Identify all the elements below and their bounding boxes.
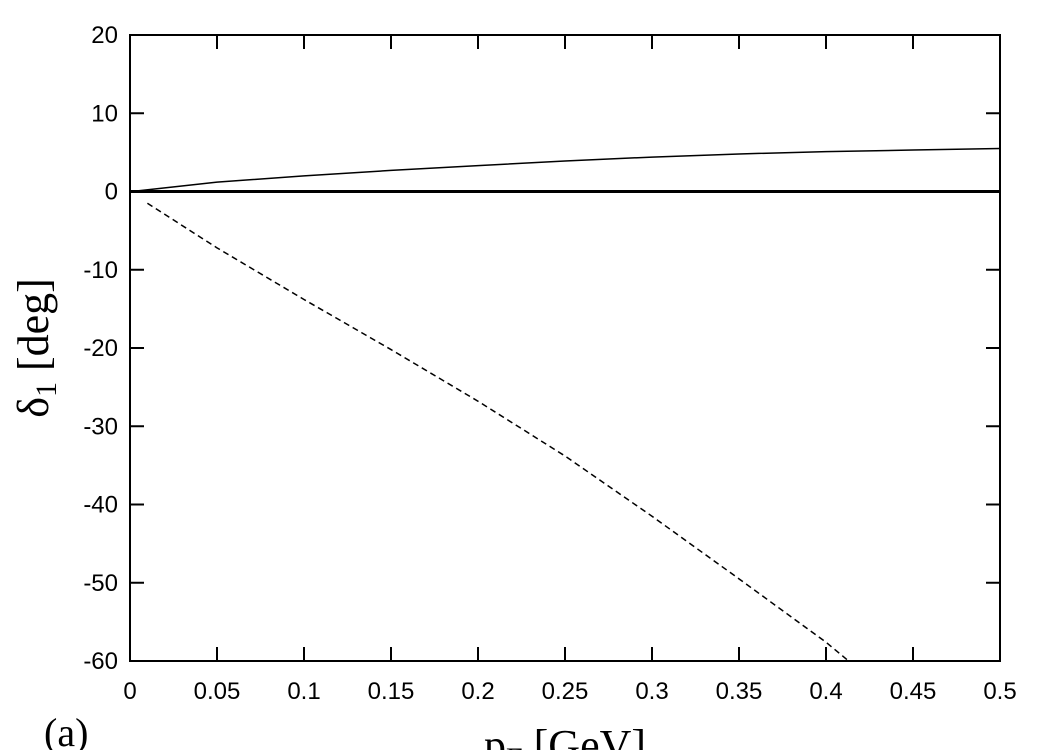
x-tick-label: 0.5 [983, 678, 1016, 705]
y-tick-label: -20 [83, 335, 118, 362]
panel-label: (a) [44, 710, 88, 750]
x-label-unit: [GeV] [523, 721, 646, 750]
x-tick-label: 0.4 [809, 678, 842, 705]
y-tick-label: 10 [91, 100, 118, 127]
y-tick-label: -60 [83, 648, 118, 675]
plot-frame [129, 34, 1001, 662]
x-tick-label: 0.2 [461, 678, 494, 705]
x-axis-label: pF [GeV] [484, 721, 646, 750]
y-label-symbol: δ [9, 397, 58, 418]
y-tick-label: -30 [83, 413, 118, 440]
y-label-unit: [deg] [9, 278, 58, 382]
x-tick-label: 0.1 [287, 678, 320, 705]
x-tick-label: 0.25 [542, 678, 589, 705]
x-tick-label: 0.15 [368, 678, 415, 705]
x-label-subscript: F [506, 742, 523, 750]
x-tick-label: 0.35 [716, 678, 763, 705]
y-tick-label: -10 [83, 257, 118, 284]
y-tick-label: 0 [105, 179, 118, 206]
y-tick-label: -50 [83, 570, 118, 597]
x-tick-label: 0 [123, 678, 136, 705]
x-tick-label: 0.45 [890, 678, 937, 705]
x-tick-label: 0.3 [635, 678, 668, 705]
y-tick-label: 20 [91, 22, 118, 49]
y-tick-label: -40 [83, 492, 118, 519]
x-label-symbol: p [484, 721, 506, 750]
x-tick-label: 0.05 [194, 678, 241, 705]
series-line [146, 202, 850, 662]
y-label-subscript: 1 [30, 382, 63, 397]
series-line [138, 147, 1001, 192]
y-axis-label: δ1 [deg] [9, 278, 63, 418]
